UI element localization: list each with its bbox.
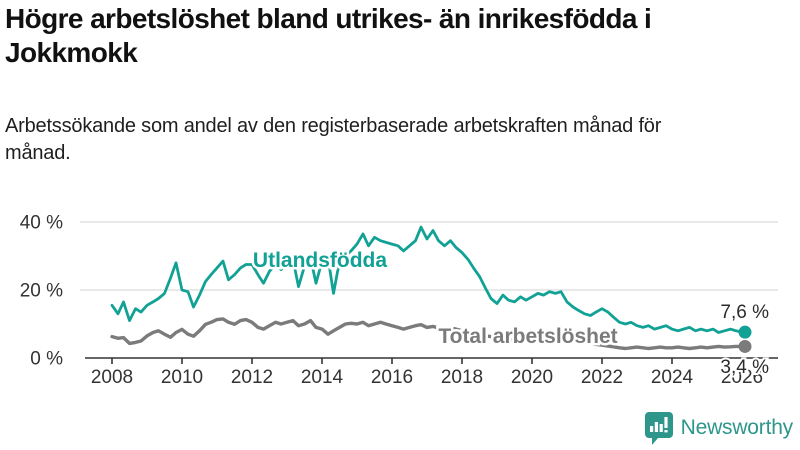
page-subtitle: Arbetssökande som andel av den registerb… <box>5 115 662 164</box>
total-arbetsloshet-end-dot <box>738 339 752 353</box>
x-axis-tick-label: 2010 <box>161 367 203 388</box>
x-axis-tick-label: 2014 <box>301 367 344 388</box>
y-axis-tick-label: 20 % <box>20 281 63 302</box>
total-arbetsloshet-series-label: Total arbetslöshet <box>438 325 617 348</box>
x-axis-tick-label: 2020 <box>511 367 553 388</box>
line-chart: 0 % 20 % 40 % 2008 2010 2012 2014 2016 2018 2020 2… <box>0 195 800 400</box>
utlandsfodda-end-value-label: 7,6 % <box>720 302 769 323</box>
y-axis-tick-label: 40 % <box>20 213 63 234</box>
y-axis-tick-label: 0 % <box>30 349 63 370</box>
total-arbetsloshet-end-value-label: 3,4 % <box>720 357 769 378</box>
newsworthy-wordmark: Newsworthy <box>680 416 794 439</box>
newsworthy-bars-icon <box>644 412 673 445</box>
chart-svg: 0 % 20 % 40 % 2008 2010 2012 2014 2016 2018 2020 2… <box>20 213 778 388</box>
x-axis-tick-label: 2016 <box>371 367 413 388</box>
utlandsfodda-end-dot <box>738 325 752 339</box>
x-axis-tick-label: 2024 <box>651 367 694 388</box>
x-axis-tick-label: 2026 <box>721 367 763 388</box>
x-axis-tick-label: 2012 <box>231 367 273 388</box>
x-axis-tick-label: 2018 <box>441 367 483 388</box>
utlandsfodda-series-label: Utlandsfödda <box>253 249 387 272</box>
total-arbetsloshet-line <box>110 317 744 351</box>
x-axis-tick-label: 2022 <box>581 367 623 388</box>
page-title: Högre arbetslöshet bland utrikes- än inr… <box>5 3 652 69</box>
newsworthy-logo: Newsworthy <box>644 411 793 445</box>
utlandsfodda-line <box>110 225 744 334</box>
x-axis-tick-label: 2008 <box>91 367 133 388</box>
